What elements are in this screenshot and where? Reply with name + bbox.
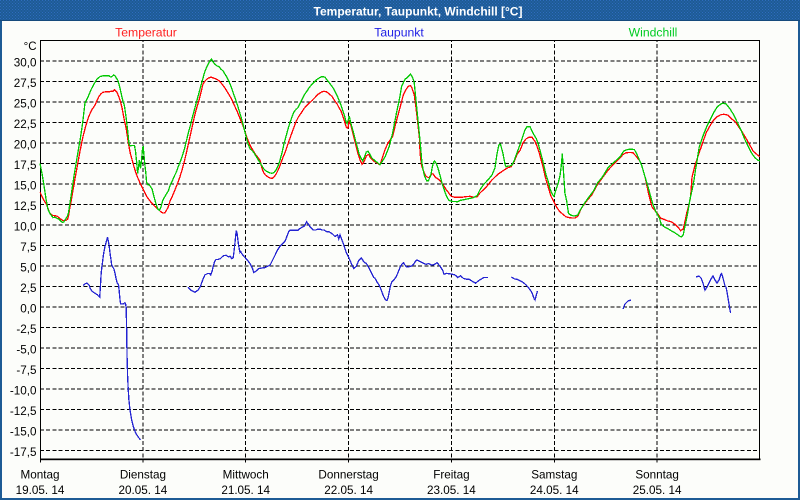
svg-text:20.05. 14: 20.05. 14 <box>119 484 168 497</box>
svg-text:-10,0: -10,0 <box>10 385 37 398</box>
svg-text:Montag: Montag <box>21 468 60 481</box>
svg-text:17,5: 17,5 <box>14 159 37 172</box>
svg-text:°C: °C <box>24 41 37 53</box>
svg-text:25.05. 14: 25.05. 14 <box>633 484 682 497</box>
svg-text:-15,0: -15,0 <box>10 426 37 439</box>
svg-text:Windchill: Windchill <box>629 26 678 40</box>
svg-text:Temperatur: Temperatur <box>115 26 177 40</box>
svg-text:Mittwoch: Mittwoch <box>223 468 269 481</box>
svg-text:-17,5: -17,5 <box>10 446 37 459</box>
svg-text:Taupunkt: Taupunkt <box>374 26 424 40</box>
svg-text:21.05. 14: 21.05. 14 <box>221 484 270 497</box>
svg-text:19.05. 14: 19.05. 14 <box>16 484 65 497</box>
svg-text:-5,0: -5,0 <box>16 344 37 357</box>
svg-text:27,5: 27,5 <box>14 77 37 90</box>
svg-text:Temperatur, Taupunkt, Windchil: Temperatur, Taupunkt, Windchill [°C] <box>314 5 523 19</box>
svg-text:Donnerstag: Donnerstag <box>318 468 378 481</box>
svg-text:25,0: 25,0 <box>14 98 37 111</box>
svg-text:0,0: 0,0 <box>20 303 37 316</box>
svg-text:10,0: 10,0 <box>14 221 37 234</box>
svg-text:22.05. 14: 22.05. 14 <box>324 484 373 497</box>
svg-text:24.05. 14: 24.05. 14 <box>530 484 579 497</box>
svg-text:-12,5: -12,5 <box>10 405 37 418</box>
svg-text:2,5: 2,5 <box>20 282 37 295</box>
svg-text:-2,5: -2,5 <box>16 323 37 336</box>
svg-text:22,5: 22,5 <box>14 118 37 131</box>
svg-text:5,0: 5,0 <box>20 262 37 275</box>
svg-text:15,0: 15,0 <box>14 180 37 193</box>
svg-text:7,5: 7,5 <box>20 241 37 254</box>
svg-text:Dienstag: Dienstag <box>120 468 166 481</box>
svg-text:Freitag: Freitag <box>433 468 469 481</box>
svg-text:23.05. 14: 23.05. 14 <box>427 484 476 497</box>
svg-text:Sonntag: Sonntag <box>635 468 679 481</box>
svg-text:30,0: 30,0 <box>14 57 37 70</box>
svg-text:Samstag: Samstag <box>531 468 577 481</box>
svg-text:20,0: 20,0 <box>14 139 37 152</box>
svg-text:12,5: 12,5 <box>14 200 37 213</box>
svg-text:-7,5: -7,5 <box>16 364 37 377</box>
